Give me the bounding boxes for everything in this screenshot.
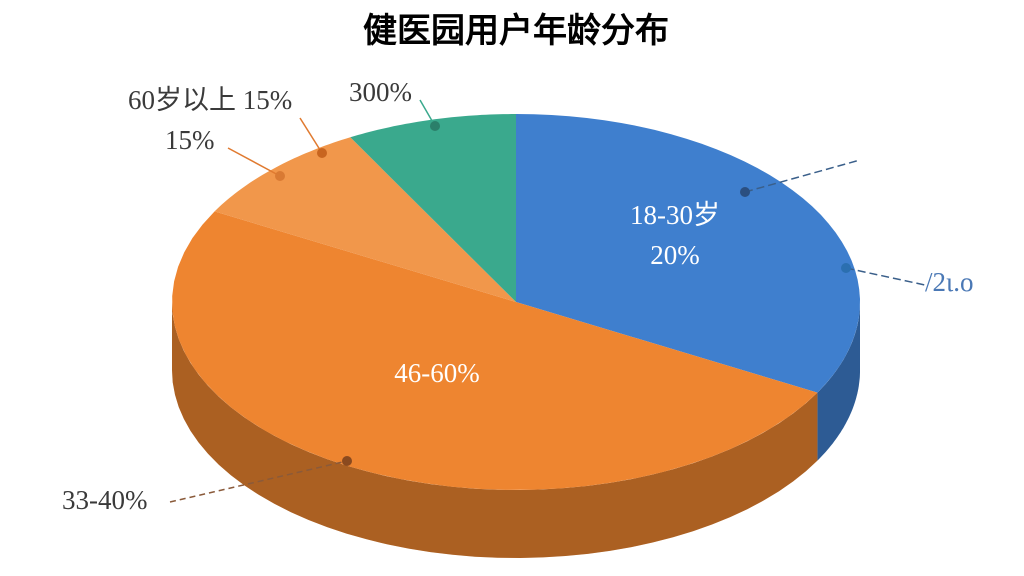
- side-shade: [817, 302, 860, 461]
- annotation: /2ι.ο: [925, 267, 974, 297]
- leader-dot: [430, 121, 440, 131]
- pie-side: [172, 302, 818, 558]
- annotation: 46-60%: [394, 358, 479, 388]
- leader-dot: [275, 171, 285, 181]
- annotation: 15%: [165, 125, 215, 155]
- leader-line: [169, 460, 348, 503]
- leader-dot: [740, 187, 750, 197]
- leader-line: [227, 147, 281, 177]
- leader-dot: [342, 456, 352, 466]
- pie-slice: [172, 211, 818, 490]
- leader-line: [419, 99, 436, 127]
- annotation: 18-30岁: [630, 200, 720, 230]
- leaders: [169, 99, 926, 503]
- leader-line: [845, 267, 926, 286]
- pie-side: [817, 302, 860, 461]
- annotation: 300%: [349, 77, 412, 107]
- leader-dot: [841, 263, 851, 273]
- leader-line: [299, 117, 323, 154]
- annotation: 20%: [650, 240, 700, 270]
- leader-dot: [317, 148, 327, 158]
- chart-title: 健医园用户年龄分布: [363, 11, 669, 51]
- pie-slice: [350, 114, 516, 302]
- annotation: 60岁以上 15%: [128, 85, 292, 115]
- side-shade: [172, 302, 818, 558]
- annotation: 33-40%: [62, 485, 147, 515]
- pie: [172, 114, 860, 558]
- annotations: 18-30岁 20% 46-60% 60岁以上 15% 15% 300% 33-40% /2ι…: [62, 77, 974, 515]
- leader-line: [744, 159, 861, 193]
- pie-slice: [214, 137, 516, 302]
